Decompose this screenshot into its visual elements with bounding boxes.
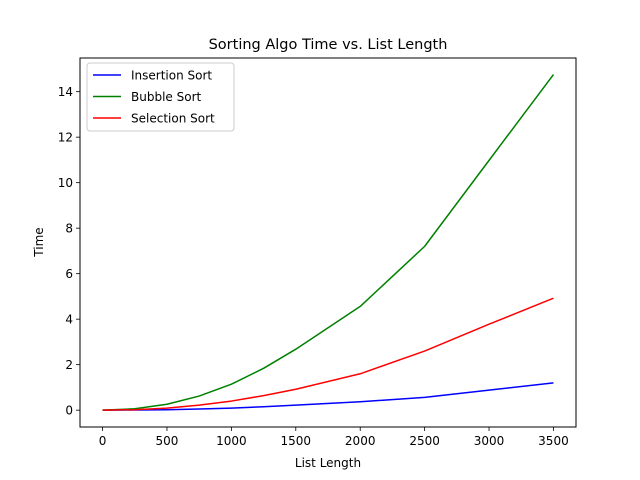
x-axis-label: List Length [295,456,361,470]
y-tick-label-1: 2 [65,358,73,372]
legend-box [86,62,235,132]
plot-frame [79,57,577,428]
x-tick-label-1: 500 [156,434,179,448]
plot-lines [102,74,555,411]
legend: Insertion Sort Bubble Sort Selection Sort [86,62,235,132]
y-tick-label-2: 4 [65,313,73,327]
y-tick-label-5: 10 [58,176,73,190]
y-axis-label: Time [32,227,46,257]
legend-label-0: Insertion Sort [131,69,212,83]
series-line-0 [102,382,554,411]
series-line-1 [102,74,555,411]
x-tick-label-2: 1000 [216,434,247,448]
x-tick-label-6: 3000 [474,434,505,448]
y-tick-label-0: 0 [65,404,73,418]
y-tick-label-7: 14 [58,85,73,99]
legend-label-1: Bubble Sort [131,90,201,104]
legend-label-2: Selection Sort [131,112,215,126]
y-tick-label-4: 8 [65,222,73,236]
x-tick-label-4: 2000 [345,434,376,448]
chart-title: Sorting Algo Time vs. List Length [209,37,448,53]
y-tick-label-6: 12 [58,131,73,145]
y-tick-label-3: 6 [65,267,73,281]
x-tick-label-7: 3500 [538,434,569,448]
x-tick-label-0: 0 [99,434,107,448]
series-line-2 [102,297,554,411]
y-axis-ticks: 0 2 4 6 8 10 12 14 [58,85,80,418]
x-tick-label-5: 2500 [409,434,440,448]
x-tick-label-3: 1500 [281,434,312,448]
x-axis-ticks: 0 500 1000 1500 2000 2500 3000 3500 [99,427,569,448]
